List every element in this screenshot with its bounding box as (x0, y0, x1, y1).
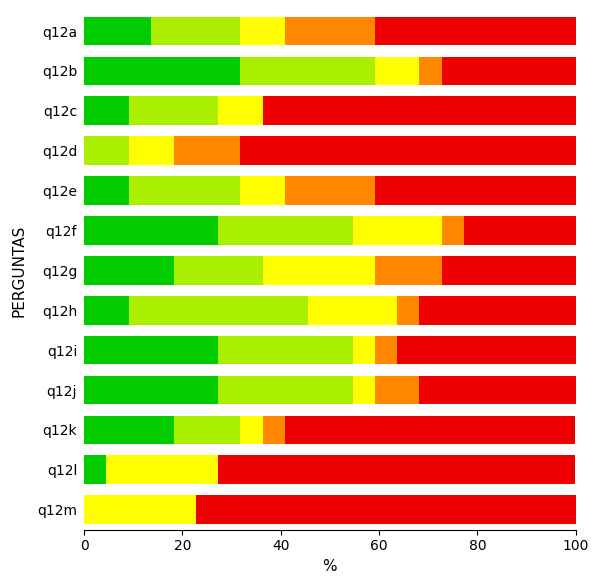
Bar (308, 296, 397, 325)
Bar (353, 336, 374, 364)
Bar (218, 336, 353, 364)
Bar (241, 415, 263, 444)
Bar (442, 256, 576, 285)
Bar (129, 296, 308, 325)
Bar (106, 456, 218, 484)
Bar (397, 296, 419, 325)
Bar (84, 57, 241, 85)
Bar (129, 176, 241, 205)
Bar (84, 136, 129, 165)
Bar (173, 256, 263, 285)
Bar (374, 176, 576, 205)
Bar (241, 57, 374, 85)
Bar (218, 97, 263, 125)
Bar (442, 57, 576, 85)
Bar (218, 456, 575, 484)
Bar (397, 336, 576, 364)
Bar (374, 256, 442, 285)
Bar (374, 376, 419, 404)
Bar (263, 97, 576, 125)
Bar (419, 57, 442, 85)
Bar (464, 216, 576, 245)
Bar (442, 216, 464, 245)
Bar (129, 136, 173, 165)
Bar (353, 376, 374, 404)
Bar (129, 97, 218, 125)
Bar (353, 216, 442, 245)
Bar (263, 256, 374, 285)
Bar (285, 415, 575, 444)
Bar (285, 176, 374, 205)
Bar (285, 17, 374, 46)
Bar (84, 456, 106, 484)
Bar (241, 136, 576, 165)
Bar (419, 296, 576, 325)
Bar (84, 495, 196, 524)
Bar (173, 415, 241, 444)
Y-axis label: PERGUNTAS: PERGUNTAS (11, 224, 26, 316)
X-axis label: %: % (323, 559, 337, 574)
Bar (173, 136, 241, 165)
Bar (84, 336, 218, 364)
Bar (374, 57, 419, 85)
Bar (151, 17, 241, 46)
Bar (374, 17, 576, 46)
Bar (218, 376, 353, 404)
Bar (84, 97, 129, 125)
Bar (241, 17, 285, 46)
Bar (241, 176, 285, 205)
Bar (84, 17, 151, 46)
Bar (263, 415, 285, 444)
Bar (84, 296, 129, 325)
Bar (84, 216, 218, 245)
Bar (218, 216, 353, 245)
Bar (84, 176, 129, 205)
Bar (419, 376, 576, 404)
Bar (84, 415, 173, 444)
Bar (196, 495, 576, 524)
Bar (84, 256, 173, 285)
Bar (84, 376, 218, 404)
Bar (374, 336, 397, 364)
